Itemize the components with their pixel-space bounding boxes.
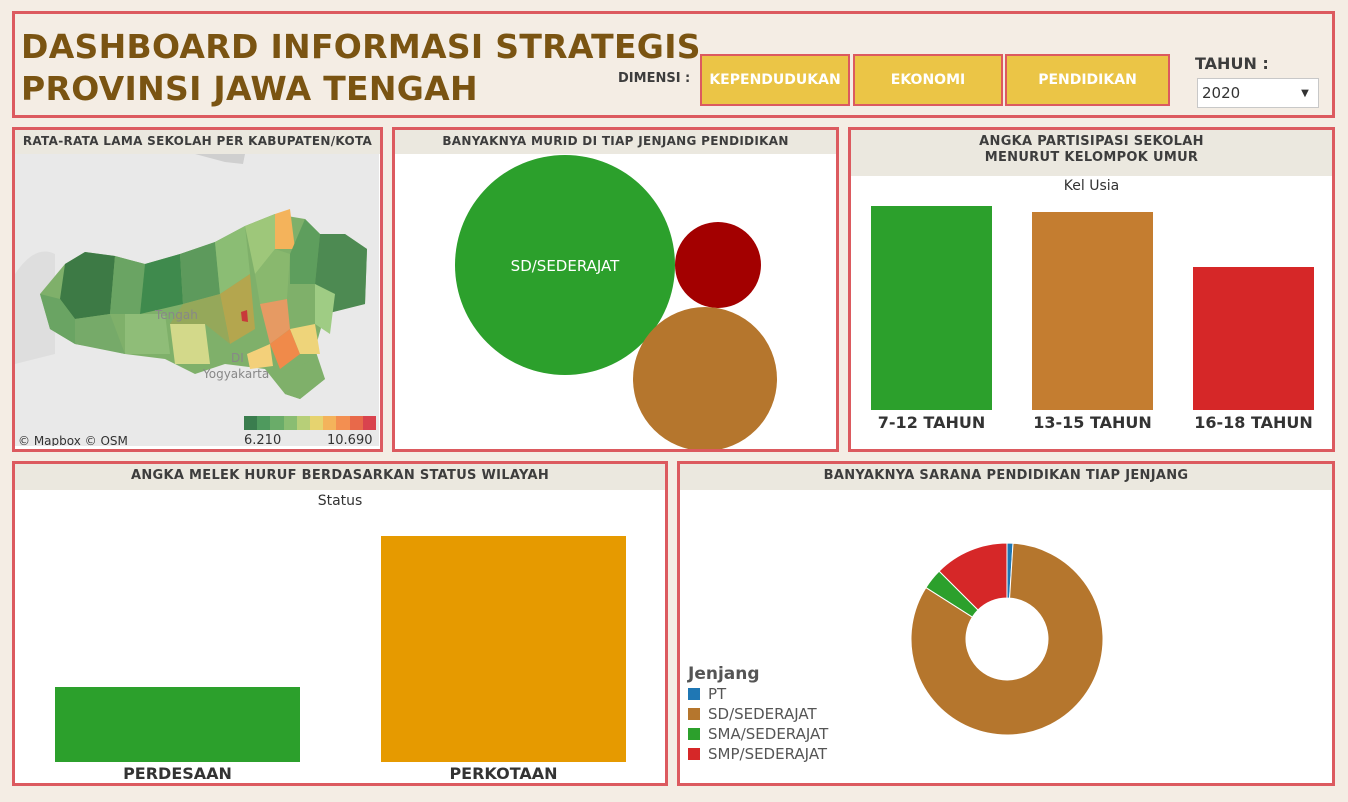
title-line-1: DASHBOARD INFORMASI STRATEGIS	[21, 27, 701, 66]
legend-swatch	[688, 688, 700, 700]
legend-color-step	[362, 416, 377, 430]
bubble-sma[interactable]	[675, 222, 761, 308]
bar-label: PERKOTAAN	[449, 764, 558, 783]
map-label-tengah: Tengah	[155, 308, 198, 322]
legend-label: PT	[708, 685, 727, 703]
melek-panel-title: ANGKA MELEK HURUF BERDASARKAN STATUS WIL…	[15, 464, 665, 490]
sarana-panel: BANYAKNYA SARANA PENDIDIKAN TIAP JENJANG…	[677, 461, 1335, 786]
aps-title-line-1: ANGKA PARTISIPASI SEKOLAH	[979, 134, 1204, 149]
bar-perkotaan[interactable]	[381, 536, 626, 762]
legend-item[interactable]: PT	[688, 685, 726, 703]
legend-swatch	[688, 708, 700, 720]
legend-color-step	[257, 416, 271, 430]
legend-swatch	[688, 728, 700, 740]
map-panel-title: RATA-RATA LAMA SEKOLAH PER KABUPATEN/KOT…	[15, 130, 380, 154]
map-color-legend	[244, 416, 377, 430]
map-label-di: DI	[231, 351, 244, 365]
melek-bar-chart: PERDESAAN PERKOTAAN	[15, 514, 665, 784]
jenjang-legend-title: Jenjang	[688, 664, 760, 684]
header-panel: DASHBOARD INFORMASI STRATEGIS PROVINSI J…	[12, 11, 1335, 118]
legend-color-step	[310, 416, 324, 430]
aps-panel-title: ANGKA PARTISIPASI SEKOLAH MENURUT KELOMP…	[851, 130, 1332, 176]
donut-slice-smp-sederajat[interactable]	[938, 542, 1008, 611]
title-line-2: PROVINSI JAWA TENGAH	[21, 69, 478, 108]
province-map[interactable]	[15, 154, 379, 446]
map-area[interactable]: Tengah DI Yogyakarta 6.210 10.690 © Mapb…	[15, 154, 379, 446]
chevron-down-icon: ▼	[1301, 87, 1309, 99]
legend-item[interactable]: SMP/SEDERAJAT	[688, 745, 827, 763]
aps-subtitle: Kel Usia	[1063, 178, 1120, 194]
melek-subtitle: Status	[317, 493, 363, 509]
tahun-label: TAHUN :	[1195, 54, 1269, 73]
bubble-sd[interactable]	[455, 155, 675, 375]
legend-label: SMP/SEDERAJAT	[708, 745, 828, 763]
bubble-panel: BANYAKNYA MURID DI TIAP JENJANG PENDIDIK…	[392, 127, 839, 452]
legend-color-step	[244, 416, 258, 430]
map-panel: RATA-RATA LAMA SEKOLAH PER KABUPATEN/KOT…	[12, 127, 383, 452]
donut-slice-sd-sederajat[interactable]	[910, 542, 1104, 736]
legend-label: SD/SEDERAJAT	[708, 705, 817, 723]
dimensi-label: DIMENSI :	[618, 71, 691, 86]
legend-max-value: 10.690	[327, 433, 373, 446]
legend-color-step	[349, 416, 363, 430]
bubble-smp[interactable]	[633, 307, 777, 449]
aps-title-line-2: MENURUT KELOMPOK UMUR	[984, 150, 1199, 165]
bar-label: 7-12 TAHUN	[877, 413, 986, 432]
legend-item[interactable]: SD/SEDERAJAT	[688, 705, 817, 723]
legend-min-value: 6.210	[244, 433, 282, 446]
legend-color-step	[270, 416, 284, 430]
bar-7-12-tahun[interactable]	[871, 206, 992, 410]
legend-label: SMA/SEDERAJAT	[708, 725, 829, 743]
dashboard-title: DASHBOARD INFORMASI STRATEGIS PROVINSI J…	[21, 26, 701, 110]
legend-color-step	[336, 416, 350, 430]
bar-perdesaan[interactable]	[55, 687, 300, 762]
bubble-chart	[455, 155, 777, 449]
tahun-value: 2020	[1202, 84, 1241, 102]
pendidikan-button[interactable]: PENDIDIKAN	[1005, 54, 1170, 106]
map-label-yogyakarta: Yogyakarta	[203, 367, 270, 381]
aps-panel: ANGKA PARTISIPASI SEKOLAH MENURUT KELOMP…	[848, 127, 1335, 452]
bar-label: PERDESAAN	[123, 764, 232, 783]
legend-color-step	[323, 416, 337, 430]
sarana-donut-chart	[910, 542, 1104, 736]
legend-color-step	[296, 416, 311, 430]
legend-swatch	[688, 748, 700, 760]
bubble-panel-title: BANYAKNYA MURID DI TIAP JENJANG PENDIDIK…	[395, 130, 836, 154]
bar-13-15-tahun[interactable]	[1032, 212, 1153, 410]
map-attribution[interactable]: © Mapbox © OSM	[18, 434, 128, 446]
ekonomi-button[interactable]: EKONOMI	[853, 54, 1003, 106]
bubble-sd-label: SD/SEDERAJAT	[510, 257, 620, 275]
kependudukan-button[interactable]: KEPENDUDUKAN	[700, 54, 850, 106]
tahun-dropdown[interactable]: 2020 ▼	[1197, 78, 1319, 108]
melek-panel: ANGKA MELEK HURUF BERDASARKAN STATUS WIL…	[12, 461, 668, 786]
bar-label: 13-15 TAHUN	[1033, 413, 1152, 432]
bar-16-18-tahun[interactable]	[1193, 267, 1314, 410]
legend-color-step	[283, 416, 297, 430]
bar-label: 16-18 TAHUN	[1194, 413, 1313, 432]
aps-bar-chart: 7-12 TAHUN 13-15 TAHUN 16-18 TAHUN	[851, 202, 1332, 452]
legend-item[interactable]: SMA/SEDERAJAT	[688, 725, 828, 743]
sarana-panel-title: BANYAKNYA SARANA PENDIDIKAN TIAP JENJANG	[680, 464, 1332, 490]
